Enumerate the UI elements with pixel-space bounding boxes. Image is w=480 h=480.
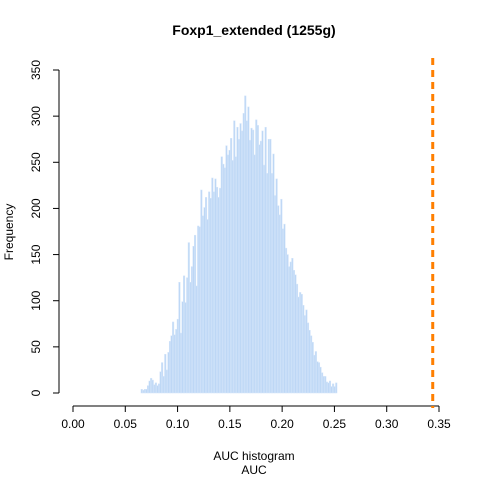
y-axis: 0 50 100 150 200 250 300 350: [29, 60, 60, 396]
y-tick-label: 350: [29, 60, 43, 80]
histogram-bars: [140, 95, 338, 394]
chart-title: Foxp1_extended (1255g): [172, 22, 335, 38]
y-tick-label: 300: [29, 106, 43, 126]
x-tick-label: 0.15: [218, 417, 242, 431]
y-tick-label: 0: [29, 389, 43, 396]
histogram-bar: [335, 382, 338, 394]
y-tick-label: 250: [29, 152, 43, 172]
x-tick-label: 0.20: [270, 417, 294, 431]
x-axis-label: AUC histogram: [213, 449, 294, 463]
y-tick-label: 100: [29, 290, 43, 310]
x-tick-label: 0.10: [166, 417, 190, 431]
x-tick-label: 0.35: [427, 417, 451, 431]
y-axis-label: Frequency: [2, 204, 16, 261]
x-tick-label: 0.00: [61, 417, 85, 431]
y-tick-label: 50: [29, 340, 43, 354]
x-axis-sublabel: AUC: [241, 463, 267, 477]
x-tick-label: 0.05: [114, 417, 138, 431]
y-tick-label: 200: [29, 198, 43, 218]
x-axis: 0.00 0.05 0.10 0.15 0.20 0.25 0.30 0.35: [61, 405, 451, 431]
x-tick-label: 0.25: [323, 417, 347, 431]
x-tick-label: 0.30: [375, 417, 399, 431]
y-tick-label: 150: [29, 244, 43, 264]
